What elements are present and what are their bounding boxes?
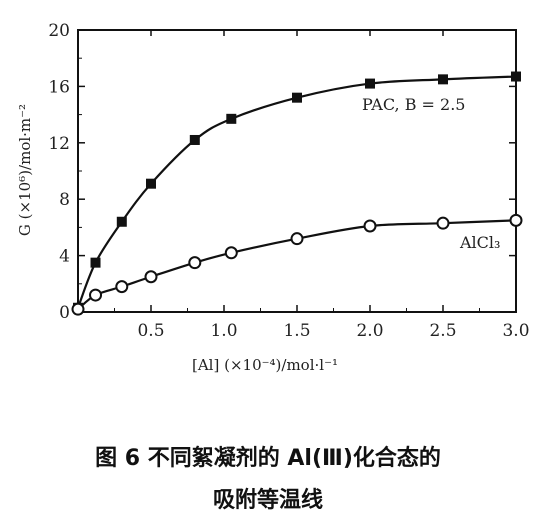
x-tick-label: 1.5 (283, 321, 310, 341)
data-point-pac (511, 71, 521, 82)
data-point-pac (365, 78, 375, 89)
y-tick-label: 16 (48, 77, 70, 97)
figure-caption-line-2: 吸附等温线 (212, 488, 323, 513)
data-point-alcl3 (115, 280, 129, 294)
data-point-pac (146, 178, 156, 189)
x-tick-label: 2.5 (429, 321, 456, 341)
data-point-pac (292, 92, 302, 103)
data-point-alcl3 (188, 256, 202, 270)
data-point-pac (226, 113, 237, 124)
series-label-pac: PAC, B = 2.5 (362, 95, 465, 114)
data-point-pac (438, 74, 448, 85)
series-label-alcl3: AlCl₃ (459, 233, 500, 252)
y-tick-label: 0 (59, 303, 70, 323)
chart-marks: PAC, B = 2.5 AlCl₃ (71, 71, 523, 316)
y-tick-label: 4 (59, 247, 70, 267)
data-point-alcl3 (224, 246, 238, 260)
data-point-alcl3 (89, 288, 103, 302)
data-point-alcl3 (509, 213, 523, 227)
data-point-alcl3 (144, 270, 158, 284)
isotherm-chart: 0 4 8 12 16 20 0.5 1.0 1.5 2.0 2.5 3.0 PAC, B = 2.5… (16, 21, 530, 374)
figure-caption-line-1: 图 6 不同絮凝剂的 Al(Ⅲ)化合态的 (95, 446, 441, 471)
data-point-pac (90, 257, 101, 268)
axes: 0 4 8 12 16 20 0.5 1.0 1.5 2.0 2.5 3.0 (48, 21, 529, 341)
y-tick-label: 20 (48, 21, 70, 41)
data-point-alcl3 (363, 219, 377, 233)
data-point-alcl3 (290, 232, 304, 246)
series-line-1 (77, 219, 517, 311)
data-point-alcl3 (71, 302, 85, 316)
data-point-alcl3 (436, 216, 450, 230)
x-tick-label: 1.0 (210, 321, 237, 341)
plot-frame (77, 29, 517, 313)
data-point-pac (116, 216, 127, 227)
x-tick-label: 0.5 (137, 321, 164, 341)
y-axis-label: G (×10⁶)/mol·m⁻² (16, 104, 34, 236)
y-tick-label: 12 (48, 134, 70, 154)
series-line-0 (76, 75, 517, 309)
x-axis-label: [Al] (×10⁻⁴)/mol·l⁻¹ (192, 356, 338, 374)
y-tick-label: 8 (59, 190, 70, 210)
data-point-pac (189, 134, 200, 145)
x-tick-label: 3.0 (502, 321, 529, 341)
x-tick-label: 2.0 (356, 321, 383, 341)
